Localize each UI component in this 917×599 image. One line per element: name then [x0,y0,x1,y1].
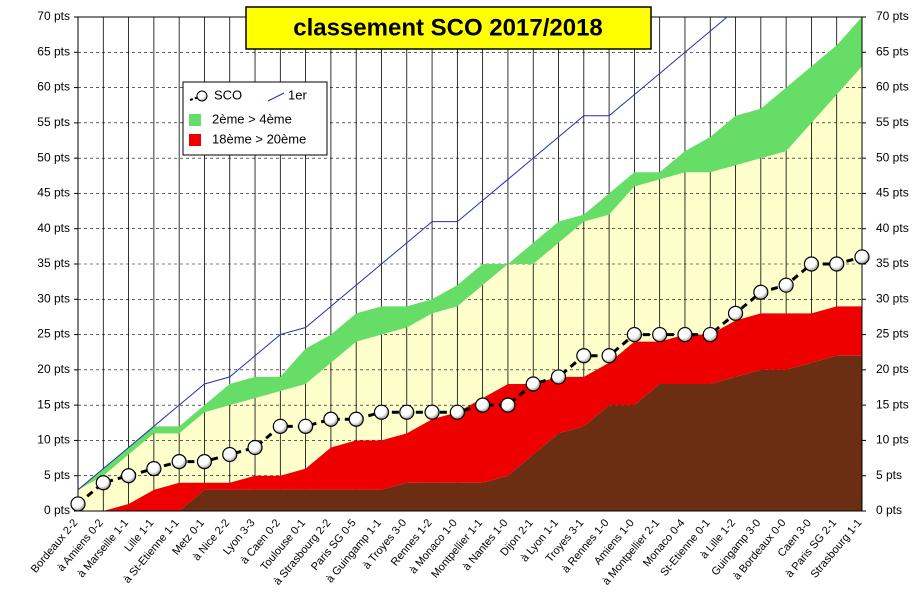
y2-tick-label: 45 pts [876,186,909,200]
y-tick-label: 40 pts [37,221,70,235]
y2-tick-label: 20 pts [876,362,909,376]
floor-area [78,355,862,511]
y2-tick-label: 60 pts [876,80,909,94]
sco-point [247,439,263,456]
y-tick-label: 65 pts [37,44,70,58]
sco-point [196,454,213,470]
sco-point [95,475,111,491]
legend-swatch [189,134,201,146]
sco-point [323,411,339,427]
sco-point [171,454,187,470]
y-tick-label: 10 pts [37,433,70,447]
sco-point [652,326,668,343]
y-tick-label: 15 pts [37,397,70,411]
y-tick-label: 5 pts [44,468,70,482]
sco-point [576,348,592,364]
legend-label: SCO [214,87,242,102]
y2-tick-label: 50 pts [876,150,909,164]
y2-tick-label: 40 pts [876,221,909,235]
sco-point [146,461,162,477]
sco-point [702,326,718,343]
legend-label: 2ème > 4ème [212,111,292,126]
y-tick-label: 20 pts [37,362,70,376]
sco-point [222,446,238,463]
y-tick-label: 0 pts [44,503,70,517]
legend-label: 1er [288,87,307,102]
sco-point [829,256,845,272]
sco-point [500,397,516,413]
leader-line [78,17,728,491]
sco-point [601,348,617,364]
y-tick-label: 25 pts [37,327,70,341]
sco-point [778,277,794,293]
sco-point [373,404,390,420]
sco-point [677,326,693,343]
sco-point [348,411,364,427]
sco-point [449,404,465,420]
sco-point [854,249,870,265]
sco-point [70,496,86,512]
y2-tick-label: 10 pts [876,433,909,447]
y2-tick-label: 15 pts [876,397,909,411]
sco-point [550,369,567,385]
legend-label: 18ème > 20ème [212,131,306,146]
sco-point [272,418,288,434]
y-tick-label: 45 pts [37,186,70,200]
legend-swatch [189,114,201,126]
sco-point [753,284,769,300]
title-box [245,6,652,50]
y2-tick-label: 5 pts [876,468,902,482]
sco-point [424,404,440,420]
legend: SCO 1er 2ème > 4ème 18ème > 20ème [182,81,328,156]
sco-point [727,305,744,321]
legend-swatch [267,92,285,102]
y-tick-label: 60 pts [37,80,70,94]
y2-tick-label: 35 pts [876,256,909,270]
y2-tick-label: 55 pts [876,115,909,129]
sco-line [77,255,863,506]
legend-swatch [196,90,208,102]
chart-title: classement SCO 2017/2018 [293,14,603,41]
middle-area [78,66,862,512]
y-tick-label: 35 pts [37,256,70,270]
sco-point [399,404,415,420]
sco-point [120,468,137,484]
y2-tick-label: 70 pts [876,9,909,23]
y2-tick-label: 25 pts [876,327,909,341]
y-tick-label: 50 pts [37,150,70,164]
sco-point [626,326,642,343]
y2-tick-label: 0 pts [876,503,902,517]
y-tick-label: 30 pts [37,291,70,305]
sco-point [803,256,820,272]
y-tick-label: 70 pts [37,9,70,23]
y2-tick-label: 30 pts [876,291,909,305]
sco-point [475,397,491,413]
y-tick-label: 55 pts [37,115,70,129]
sco-point [298,418,314,434]
y2-tick-label: 65 pts [876,44,909,58]
sco-point [525,376,541,392]
